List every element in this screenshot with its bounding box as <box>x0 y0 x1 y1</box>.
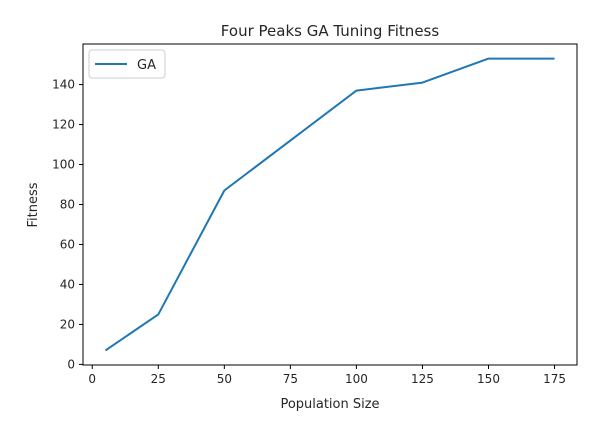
x-tick-label: 25 <box>151 372 166 386</box>
legend-label-ga: GA <box>137 58 156 73</box>
x-tick-label: 150 <box>477 372 500 386</box>
series-line-ga <box>104 57 555 352</box>
x-tick-label: 100 <box>345 372 368 386</box>
chart-title: Four Peaks GA Tuning Fitness <box>221 22 440 40</box>
x-tick-label: 0 <box>88 372 96 386</box>
x-tick-label: 50 <box>217 372 232 386</box>
x-axis-label: Population Size <box>280 397 379 412</box>
x-tick-label: 75 <box>283 372 298 386</box>
y-tick-label: 100 <box>52 158 75 172</box>
series-layer <box>104 57 555 352</box>
x-tick-label: 125 <box>411 372 434 386</box>
y-axis: 0 20 40 60 80 100 120 140 <box>52 78 83 371</box>
x-tick-label: 175 <box>543 372 566 386</box>
y-axis-label: Fitness <box>26 182 41 227</box>
y-tick-label: 0 <box>67 357 75 371</box>
y-tick-label: 60 <box>60 237 75 251</box>
legend: GA <box>88 49 166 79</box>
y-tick-label: 120 <box>52 118 75 132</box>
plot-area: 0 25 50 75 100 125 150 175 0 20 40 60 80 100 120 140 <box>52 43 578 386</box>
y-tick-label: 140 <box>52 78 75 92</box>
y-tick-label: 40 <box>60 277 75 291</box>
y-tick-label: 80 <box>60 198 75 212</box>
y-tick-label: 20 <box>60 317 75 331</box>
x-axis: 0 25 50 75 100 125 150 175 <box>88 365 566 386</box>
